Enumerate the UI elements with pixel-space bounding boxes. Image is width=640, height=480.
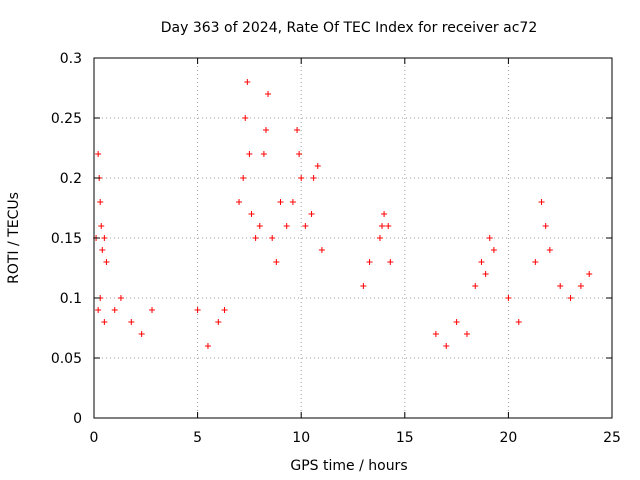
data-point	[387, 259, 394, 265]
y-tick-label: 0	[73, 411, 82, 427]
data-point	[472, 283, 479, 289]
chart-title: Day 363 of 2024, Rate Of TEC Index for r…	[161, 20, 537, 36]
data-point	[310, 175, 317, 181]
data-point	[432, 331, 439, 337]
data-point	[97, 199, 104, 205]
data-point	[240, 175, 247, 181]
data-point	[194, 307, 201, 313]
data-point	[314, 163, 321, 169]
data-point	[546, 247, 553, 253]
data-point	[381, 211, 388, 217]
data-point	[236, 199, 243, 205]
data-point	[265, 91, 272, 97]
y-tick-label: 0.1	[60, 291, 82, 307]
data-point	[103, 259, 110, 265]
data-point	[246, 151, 253, 157]
data-point	[453, 319, 460, 325]
data-point	[542, 223, 549, 229]
data-point	[98, 223, 105, 229]
data-point	[385, 223, 392, 229]
data-point	[490, 247, 497, 253]
data-point	[256, 223, 263, 229]
y-tick-label: 0.25	[51, 111, 82, 127]
data-point	[260, 151, 267, 157]
data-point	[318, 247, 325, 253]
data-point	[215, 319, 222, 325]
data-point	[505, 295, 512, 301]
data-point	[117, 295, 124, 301]
data-point	[149, 307, 156, 313]
data-point	[101, 319, 108, 325]
data-point	[248, 211, 255, 217]
data-point	[269, 235, 276, 241]
grid-lines	[94, 58, 612, 418]
data-point	[244, 79, 251, 85]
data-point	[111, 307, 118, 313]
data-point	[308, 211, 315, 217]
plot-frame	[93, 57, 613, 419]
x-tick-label: 25	[603, 430, 621, 446]
data-point	[376, 235, 383, 241]
data-point	[298, 175, 305, 181]
x-tick-label: 15	[396, 430, 414, 446]
x-axis-label: GPS time / hours	[290, 458, 407, 474]
data-point	[515, 319, 522, 325]
y-tick-label: 0.2	[60, 171, 82, 187]
x-tick-label: 5	[193, 430, 202, 446]
x-tick-label: 0	[90, 430, 99, 446]
data-point	[221, 307, 228, 313]
data-point	[283, 223, 290, 229]
data-point	[242, 115, 249, 121]
data-point	[289, 199, 296, 205]
data-point	[262, 127, 269, 133]
y-tick-label: 0.05	[51, 351, 82, 367]
data-point	[128, 319, 135, 325]
data-point	[577, 283, 584, 289]
data-point	[366, 259, 373, 265]
data-point	[538, 199, 545, 205]
y-axis-label: ROTI / TECUs	[6, 192, 22, 284]
data-point	[463, 331, 470, 337]
data-point	[296, 151, 303, 157]
data-point	[101, 235, 108, 241]
data-point	[360, 283, 367, 289]
data-point	[302, 223, 309, 229]
data-point	[294, 127, 301, 133]
x-tick-label: 20	[499, 430, 517, 446]
y-tick-labels: 0 0.05 0.1 0.15 0.2 0.25 0.3	[51, 51, 82, 427]
data-point	[532, 259, 539, 265]
data-point	[138, 331, 145, 337]
data-point	[557, 283, 564, 289]
data-point	[482, 271, 489, 277]
data-point	[443, 343, 450, 349]
data-point	[95, 307, 102, 313]
y-tick-label: 0.3	[60, 51, 82, 67]
data-point	[586, 271, 593, 277]
data-point	[95, 151, 102, 157]
data-point	[277, 199, 284, 205]
y-tick-label: 0.15	[51, 231, 82, 247]
data-point	[99, 247, 106, 253]
data-point	[478, 259, 485, 265]
data-point	[567, 295, 574, 301]
data-point	[486, 235, 493, 241]
data-point	[204, 343, 211, 349]
x-tick-labels: 0 5 10 15 20 25	[90, 430, 621, 446]
data-point	[379, 223, 386, 229]
data-point	[273, 259, 280, 265]
data-point	[252, 235, 259, 241]
x-tick-label: 10	[292, 430, 310, 446]
